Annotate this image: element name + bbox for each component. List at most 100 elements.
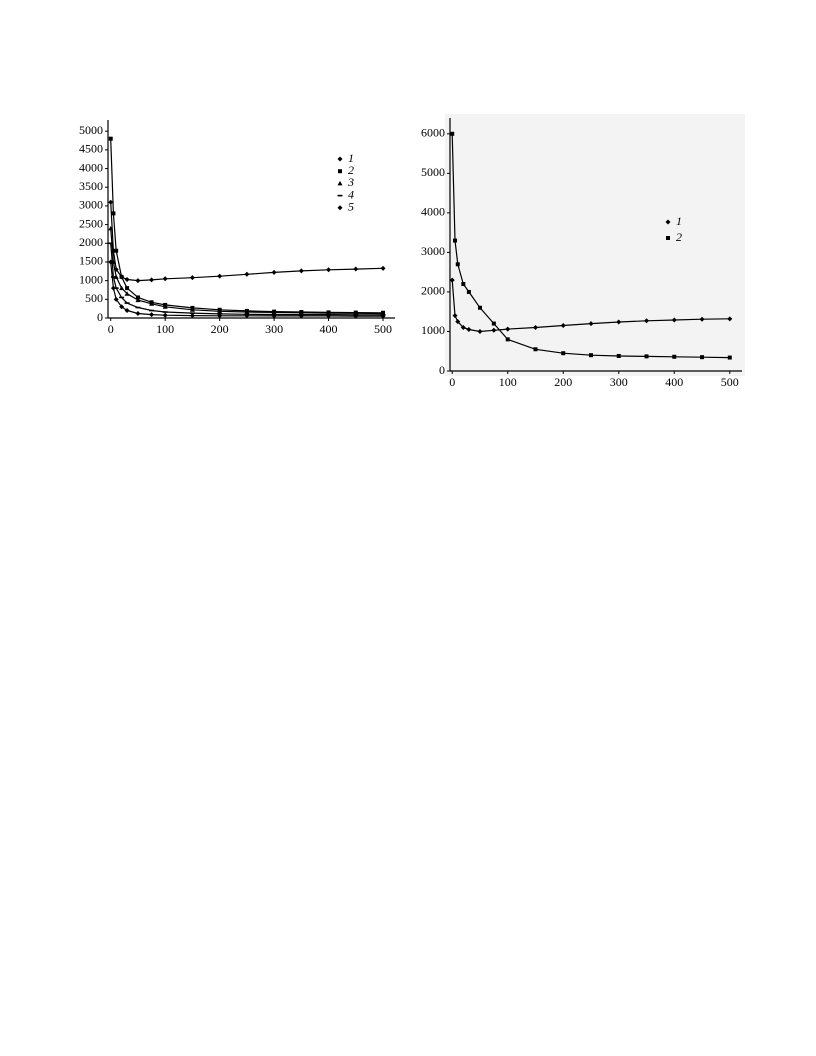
marker — [700, 355, 705, 360]
marker — [561, 351, 566, 356]
marker — [108, 259, 114, 265]
y-tick-label: 500 — [85, 291, 103, 305]
series-line — [110, 243, 383, 316]
y-tick-label: 3000 — [421, 244, 445, 258]
marker — [532, 325, 538, 331]
marker — [189, 313, 195, 319]
marker — [466, 289, 471, 294]
legend-label: 4 — [348, 187, 354, 201]
marker — [560, 323, 566, 329]
x-tick-label: 300 — [265, 322, 283, 336]
x-tick-label: 200 — [211, 322, 229, 336]
marker — [162, 312, 168, 318]
marker — [271, 269, 277, 275]
series-line — [451, 133, 730, 359]
marker — [108, 242, 114, 245]
y-tick-label: 1000 — [421, 323, 445, 337]
plot-background — [445, 114, 745, 376]
marker — [616, 353, 621, 358]
marker — [449, 277, 455, 283]
marker — [110, 276, 116, 278]
series-line — [110, 261, 383, 317]
marker — [477, 328, 483, 334]
y-tick-label: 4500 — [79, 142, 103, 156]
marker — [271, 313, 277, 319]
marker — [135, 295, 140, 300]
marker — [162, 304, 168, 309]
x-tick-label: 200 — [554, 375, 572, 389]
marker — [644, 318, 650, 324]
marker — [353, 313, 359, 319]
marker — [466, 326, 472, 332]
marker — [727, 316, 733, 322]
series-line — [110, 228, 384, 315]
y-tick-label: 4000 — [421, 205, 445, 219]
y-tick-label: 1000 — [79, 272, 103, 286]
marker — [189, 307, 195, 312]
marker — [477, 305, 482, 310]
legend-label: 5 — [348, 200, 354, 214]
marker — [244, 271, 250, 277]
y-tick-label: 2000 — [79, 235, 103, 249]
marker — [271, 309, 277, 315]
marker — [298, 310, 304, 315]
marker — [189, 275, 195, 281]
marker — [149, 301, 155, 306]
y-tick-label: 5000 — [421, 165, 445, 179]
x-tick-label: 300 — [610, 375, 628, 389]
y-tick-label: 0 — [97, 310, 103, 324]
marker — [298, 313, 304, 319]
marker — [119, 285, 125, 291]
marker — [113, 274, 119, 279]
y-tick-label: 6000 — [421, 126, 445, 140]
marker — [111, 211, 116, 216]
x-tick-label: 100 — [499, 375, 517, 389]
marker — [452, 313, 458, 319]
marker — [110, 285, 116, 291]
marker — [353, 266, 359, 272]
marker — [671, 317, 677, 323]
marker — [380, 313, 386, 319]
marker — [114, 248, 119, 253]
x-tick-label: 500 — [374, 322, 392, 336]
marker — [533, 347, 538, 352]
y-tick-label: 3500 — [79, 179, 103, 193]
marker — [119, 296, 125, 299]
marker — [461, 282, 466, 287]
marker — [124, 302, 130, 304]
marker — [727, 355, 732, 360]
marker — [672, 354, 677, 359]
marker — [665, 219, 671, 225]
marker — [113, 296, 119, 302]
marker — [589, 353, 594, 358]
marker — [337, 180, 343, 186]
marker — [108, 225, 114, 231]
marker — [337, 205, 343, 211]
marker — [450, 131, 455, 136]
marker — [108, 199, 114, 205]
x-tick-label: 0 — [449, 375, 455, 389]
marker — [244, 313, 250, 319]
marker — [217, 313, 223, 319]
y-tick-label: 5000 — [79, 123, 103, 137]
marker — [124, 308, 130, 314]
marker — [455, 319, 461, 325]
marker — [149, 277, 155, 283]
y-tick-label: 1500 — [79, 254, 103, 268]
legend-label: 2 — [348, 163, 354, 177]
marker — [162, 311, 168, 313]
marker — [149, 309, 155, 312]
marker — [644, 354, 649, 359]
marker — [217, 308, 223, 314]
marker — [491, 327, 497, 333]
marker — [616, 319, 622, 325]
marker — [326, 313, 332, 319]
marker — [162, 276, 168, 282]
marker — [135, 311, 141, 317]
legend-label: 2 — [676, 230, 682, 244]
marker — [337, 194, 343, 197]
marker — [505, 337, 510, 342]
marker — [505, 326, 511, 332]
marker — [491, 321, 496, 326]
